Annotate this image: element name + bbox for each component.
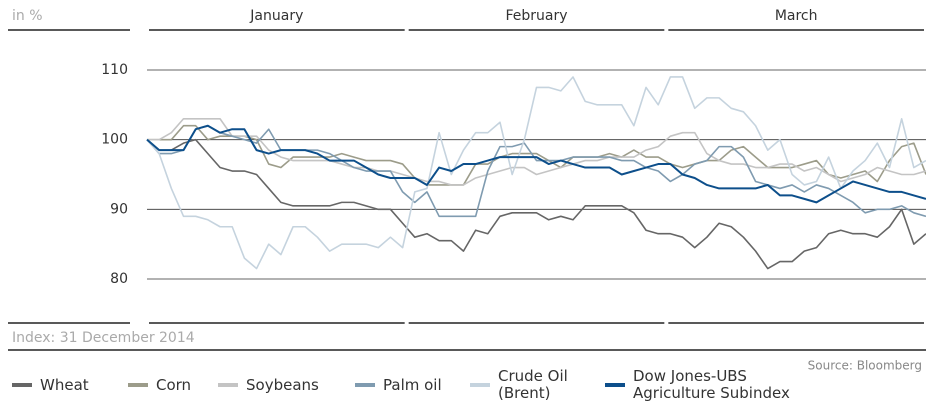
y-tick-label: 100 xyxy=(101,132,128,148)
legend-label: Wheat xyxy=(40,375,89,394)
series-line xyxy=(146,138,926,270)
y-tick-label: 110 xyxy=(101,62,128,78)
y-tick-label: 90 xyxy=(110,201,128,217)
legend-swatch xyxy=(218,383,238,387)
series-line xyxy=(147,117,926,186)
y-tick-label: 80 xyxy=(110,271,128,287)
legend-label: Crude Oil (Brent) xyxy=(498,367,568,402)
month-label: February xyxy=(505,8,567,24)
month-label: March xyxy=(775,8,818,24)
note: Index: 31 December 2014 xyxy=(12,330,195,346)
legend-item: Corn xyxy=(128,368,191,402)
legend-label: Soybeans xyxy=(246,375,319,394)
legend-swatch xyxy=(128,383,148,387)
legend-item: Palm oil xyxy=(355,368,442,402)
legend-label: Corn xyxy=(156,375,192,394)
series-line xyxy=(146,124,926,204)
legend-item: Dow Jones-UBS Agriculture Subindex xyxy=(605,368,808,402)
series-line xyxy=(146,76,926,270)
legend-swatch xyxy=(605,383,625,387)
legend-swatch xyxy=(470,383,490,387)
legend-swatch xyxy=(355,383,375,387)
legend-label: Palm oil xyxy=(383,375,442,394)
source: Source: Bloomberg xyxy=(808,359,922,373)
month-label: January xyxy=(249,8,303,24)
legend-label: Dow Jones-UBS Agriculture Subindex xyxy=(633,367,790,402)
legend-item: Wheat xyxy=(12,368,89,402)
series-line xyxy=(146,124,926,218)
legend-item: Soybeans xyxy=(218,368,319,402)
legend-swatch xyxy=(12,383,32,387)
legend-item: Crude Oil (Brent) xyxy=(470,368,578,402)
unit-label: in % xyxy=(12,8,43,24)
